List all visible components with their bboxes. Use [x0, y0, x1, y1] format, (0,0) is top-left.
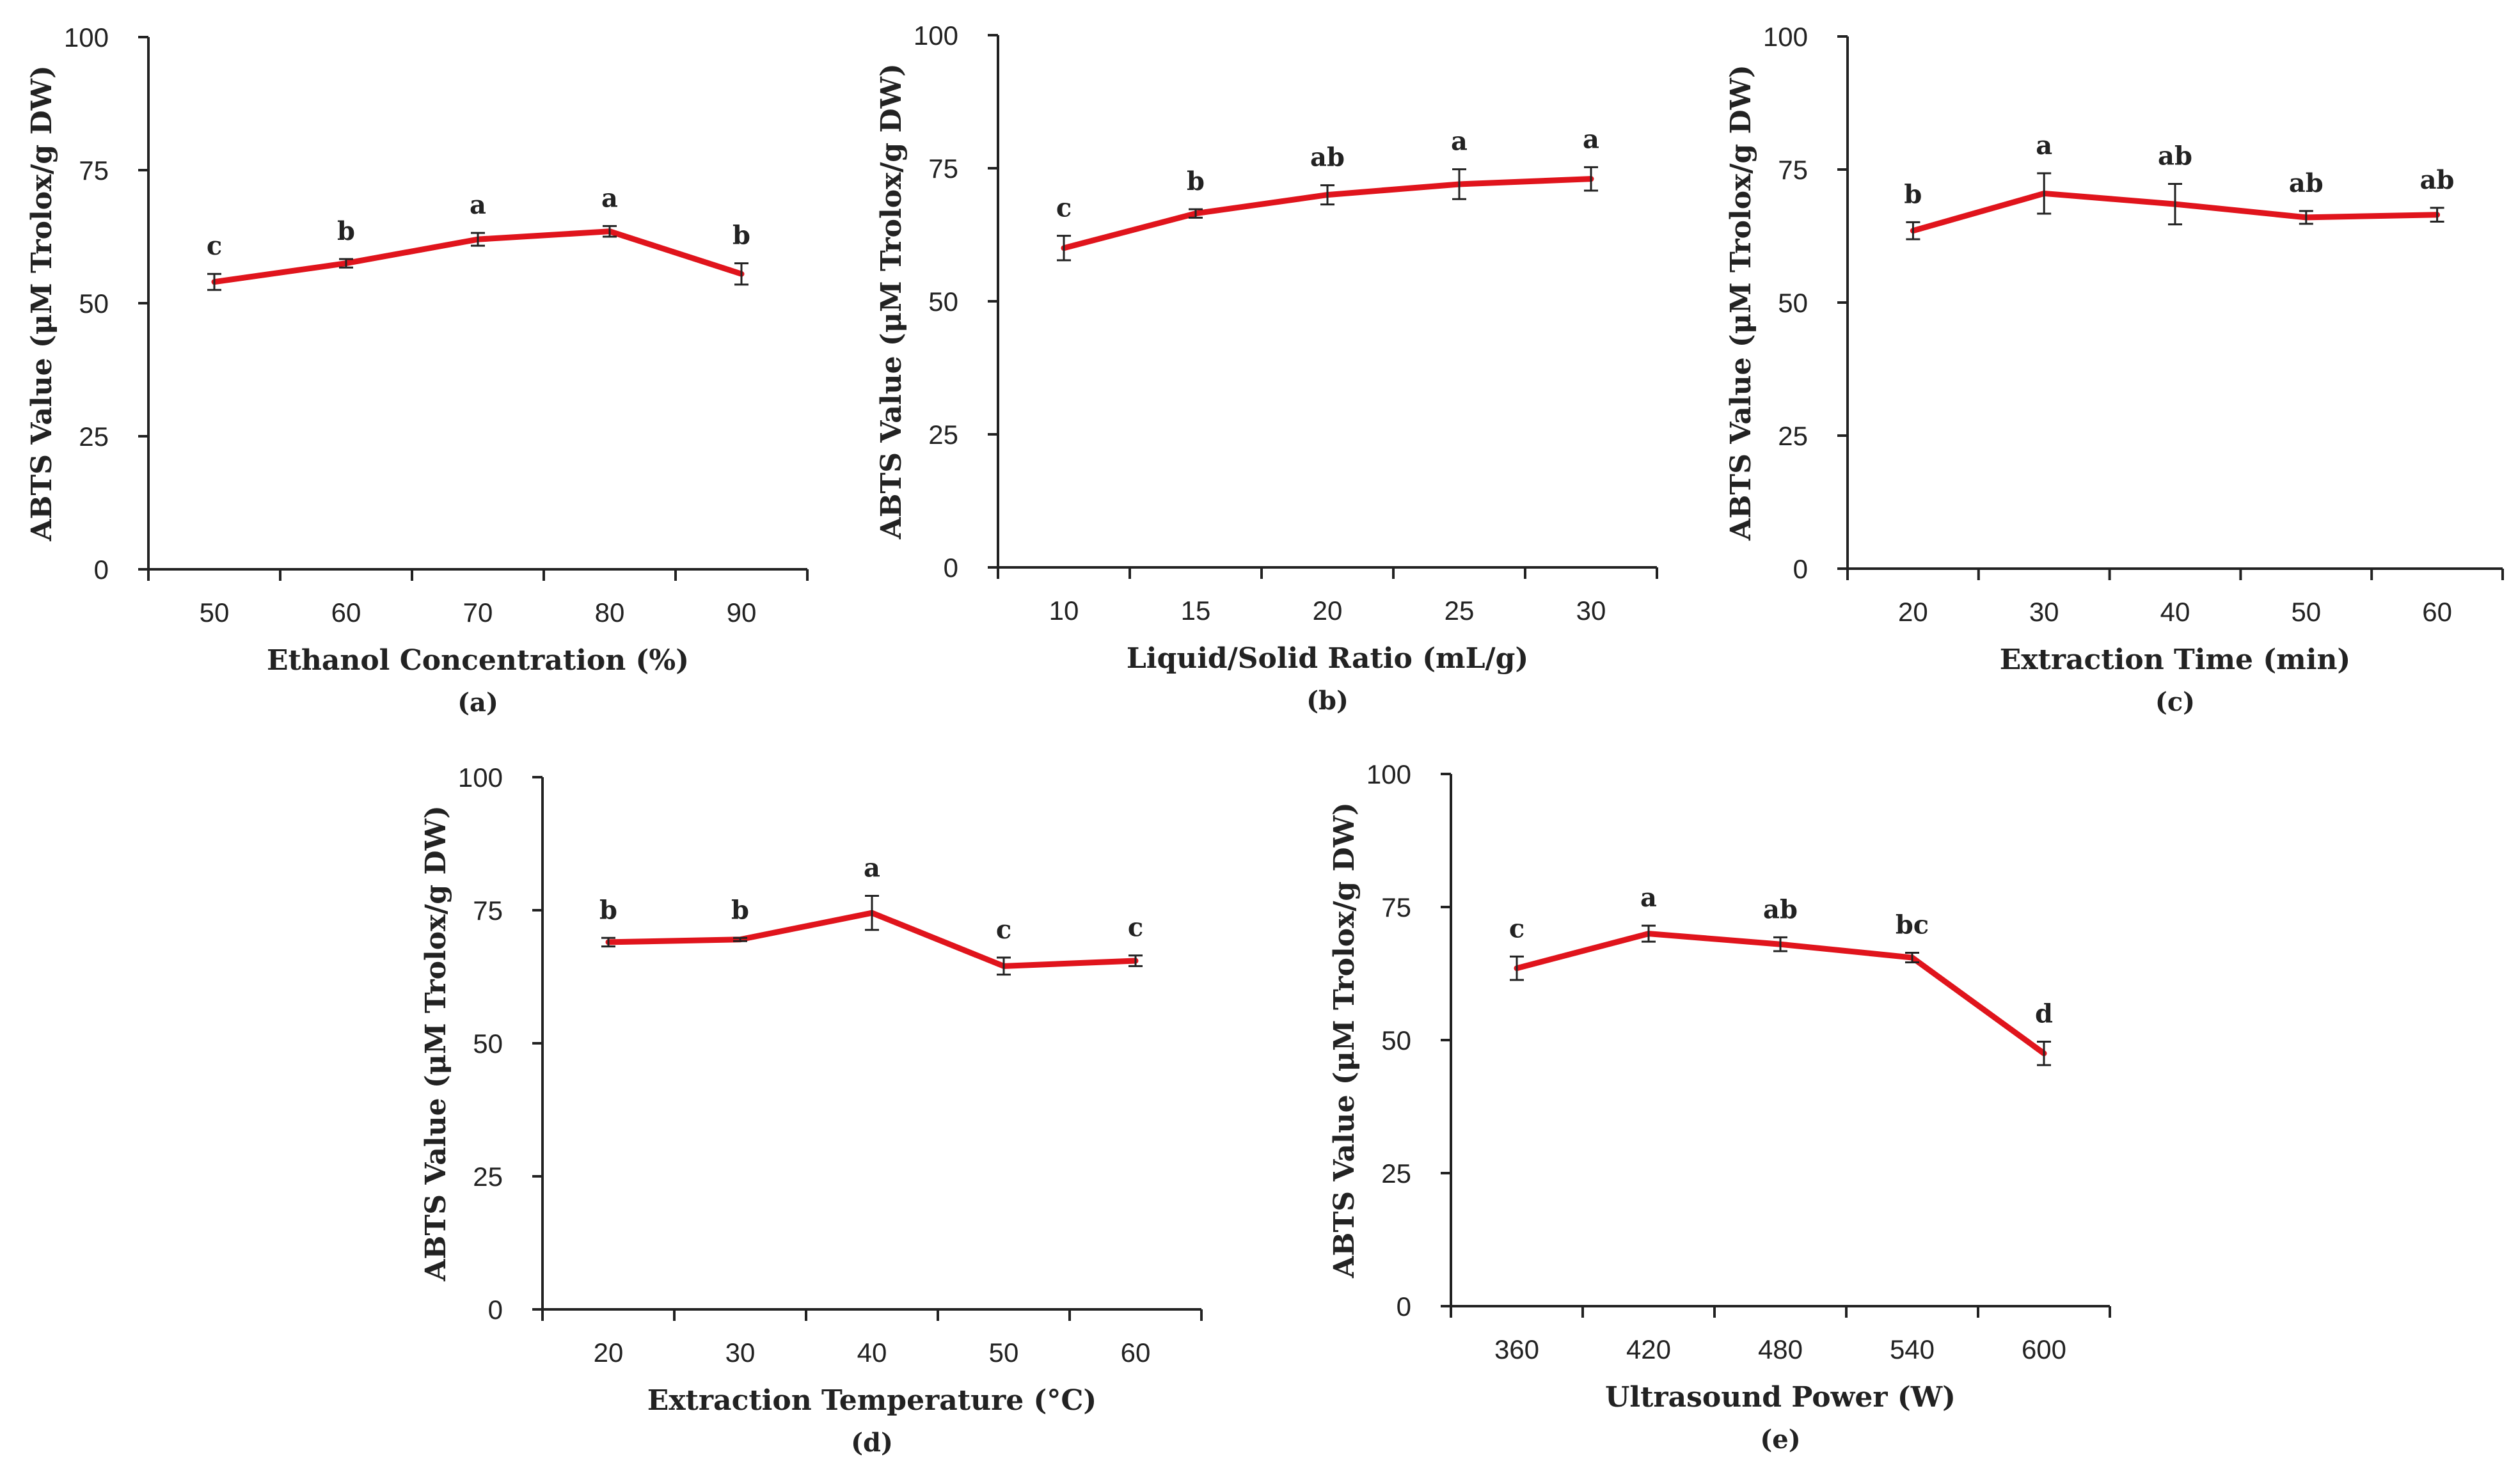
y-tick-label: 75 [928, 154, 958, 184]
y-tick-label: 50 [1381, 1025, 1411, 1055]
x-tick-label: 60 [331, 597, 361, 628]
x-tick-label: 30 [725, 1338, 756, 1368]
y-tick-label: 0 [94, 555, 109, 585]
significance-label: a [2036, 130, 2052, 161]
x-tick-label: 40 [857, 1338, 887, 1368]
chart-panel-d: 0 25 50 75 100 20 30 40 50 60 b b a c c Extraction Temp… [420, 762, 1203, 1458]
x-axis-title: Ultrasound Power (W) [1605, 1381, 1956, 1414]
significance-label: ab [2420, 165, 2455, 195]
significance-label: a [1451, 127, 1468, 157]
y-tick-label: 25 [473, 1162, 503, 1192]
significance-label: c [996, 915, 1011, 945]
significance-label: b [732, 221, 750, 251]
significance-label: a [1640, 883, 1657, 913]
panel-caption: (d) [851, 1428, 893, 1458]
x-tick-label: 50 [200, 597, 230, 628]
y-tick-label: 100 [1366, 759, 1411, 789]
x-tick-label: 600 [2022, 1334, 2066, 1364]
significance-label: a [1583, 124, 1599, 154]
significance-label: bc [1896, 910, 1929, 940]
significance-label: c [1509, 913, 1524, 943]
chart-panel-b: 0 25 50 75 100 10 15 20 25 30 c b ab a a Liquid/Solid R… [875, 20, 1658, 716]
y-tick-label: 25 [1381, 1158, 1411, 1188]
x-axis-title: Liquid/Solid Ratio (mL/g) [1127, 642, 1528, 675]
x-tick-label: 90 [727, 597, 757, 628]
x-tick-label: 60 [1121, 1338, 1151, 1368]
x-tick-label: 20 [594, 1338, 624, 1368]
y-tick-label: 50 [79, 288, 109, 319]
y-tick-label: 75 [473, 896, 503, 926]
y-tick-label: 25 [79, 422, 109, 452]
y-tick-label: 100 [64, 22, 109, 52]
x-tick-label: 30 [2029, 597, 2059, 627]
significance-label: c [207, 231, 222, 261]
x-tick-label: 480 [1758, 1334, 1803, 1364]
chart-panel-e: 0 25 50 75 100 360 420 480 540 600 c a ab bc d Ultrasou… [1328, 759, 2111, 1455]
x-tick-label: 50 [2291, 597, 2321, 627]
y-tick-label: 100 [458, 762, 503, 793]
y-tick-label: 0 [1397, 1291, 1411, 1322]
significance-label: d [2035, 999, 2053, 1029]
significance-label: b [337, 216, 355, 246]
x-tick-label: 25 [1445, 596, 1475, 626]
panel-caption: (c) [2155, 687, 2195, 717]
y-tick-label: 50 [1778, 288, 1808, 318]
y-tick-label: 25 [1778, 421, 1808, 451]
y-axis-title: ABTS Value (μM Trolox/g DW) [1328, 802, 1361, 1279]
x-axis-title: Extraction Temperature (°C) [647, 1384, 1097, 1417]
y-tick-label: 100 [914, 20, 958, 51]
x-tick-label: 40 [2160, 597, 2190, 627]
significance-label: b [731, 895, 749, 925]
y-tick-label: 0 [1793, 554, 1808, 584]
x-tick-label: 360 [1494, 1334, 1539, 1364]
y-tick-label: 0 [488, 1295, 503, 1325]
y-tick-label: 25 [928, 420, 958, 450]
significance-label: ab [2289, 168, 2324, 198]
significance-label: a [470, 190, 486, 220]
panel-caption: (e) [1760, 1425, 1800, 1455]
x-tick-label: 10 [1049, 596, 1079, 626]
significance-label: ab [1763, 894, 1798, 924]
x-tick-label: 50 [989, 1338, 1019, 1368]
significance-label: ab [2158, 141, 2192, 171]
x-tick-label: 70 [463, 597, 493, 628]
x-tick-label: 420 [1626, 1334, 1671, 1364]
panel-caption: (b) [1306, 686, 1349, 716]
x-tick-label: 20 [1313, 596, 1343, 626]
x-tick-label: 15 [1181, 596, 1211, 626]
x-axis-title: Ethanol Concentration (%) [267, 644, 689, 677]
significance-label: a [864, 853, 880, 883]
y-axis-title: ABTS Value (μM Trolox/g DW) [420, 805, 452, 1282]
significance-label: a [601, 183, 618, 213]
y-tick-label: 75 [1778, 155, 1808, 185]
y-tick-label: 50 [473, 1029, 503, 1059]
significance-label: b [599, 895, 617, 925]
x-axis-title: Extraction Time (min) [2000, 643, 2351, 676]
panel-caption: (a) [457, 688, 498, 718]
significance-label: b [1187, 166, 1205, 196]
y-tick-label: 100 [1763, 22, 1808, 52]
y-axis-title: ABTS Value (μM Trolox/g DW) [875, 63, 908, 540]
chart-panel-c: 0 25 50 75 100 20 30 40 50 60 b a ab ab ab Extraction T… [1725, 22, 2504, 717]
y-axis-title: ABTS Value (μM Trolox/g DW) [1725, 65, 1757, 541]
x-tick-label: 60 [2422, 597, 2452, 627]
significance-label: b [1904, 179, 1922, 209]
significance-label: c [1128, 913, 1143, 943]
chart-panel-a: 0 25 50 75 100 50 60 70 80 90 c b a a b Ethanol Concent… [26, 22, 809, 718]
y-tick-label: 75 [1381, 892, 1411, 922]
y-tick-label: 75 [79, 155, 109, 186]
significance-label: ab [1310, 143, 1345, 173]
x-tick-label: 30 [1576, 596, 1606, 626]
y-tick-label: 50 [928, 287, 958, 317]
y-axis-title: ABTS Value (μM Trolox/g DW) [26, 65, 58, 542]
x-tick-label: 540 [1890, 1334, 1935, 1364]
significance-label: c [1056, 193, 1072, 223]
y-tick-label: 0 [944, 553, 958, 583]
x-tick-label: 20 [1898, 597, 1928, 627]
x-tick-label: 80 [595, 597, 625, 628]
